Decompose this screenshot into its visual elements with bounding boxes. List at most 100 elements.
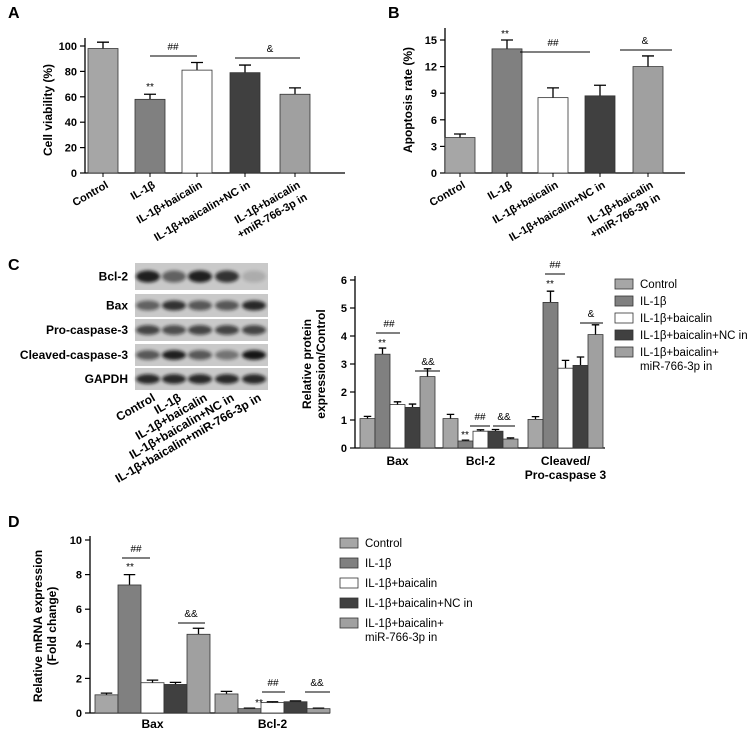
- annotation: &&: [421, 357, 435, 368]
- error-bar: [642, 55, 654, 67]
- blot-band: [188, 300, 212, 311]
- protein-label: Bcl-2: [99, 270, 129, 284]
- protein-label: GAPDH: [85, 372, 128, 386]
- legend-label: IL-1β+baicalin+NC in: [365, 598, 473, 610]
- error-bar: [446, 413, 455, 419]
- annotation: ##: [267, 678, 279, 689]
- annotation: **: [378, 338, 386, 349]
- y-tick-label: 10: [70, 535, 82, 547]
- error-bar: [289, 87, 301, 95]
- blot-band: [136, 270, 160, 283]
- annotation: &: [267, 44, 274, 55]
- bar: [632, 66, 664, 174]
- annotation: **: [126, 562, 134, 573]
- error-bar: [220, 690, 233, 694]
- bar: [527, 419, 544, 449]
- y-tick-label: 8: [76, 570, 82, 582]
- x-tick-label: Bcl-2: [258, 717, 288, 731]
- y-tick-label: 100: [59, 41, 77, 53]
- blot-band: [215, 374, 239, 384]
- annotation: **: [501, 29, 509, 40]
- blot-band: [242, 300, 266, 311]
- error-bar: [423, 368, 432, 377]
- legend-label: IL-1β+baicalin: [365, 578, 437, 590]
- western-blot: C Bcl-2 Bax Pro-caspase-3 Cleaved-caspase-3 G…: [8, 257, 268, 486]
- annotation: **: [146, 82, 154, 93]
- blot-band: [136, 300, 160, 311]
- bar: [181, 69, 213, 174]
- y-axis-label: Relative mRNA expression(Fold change): [31, 550, 59, 702]
- bar: [587, 334, 604, 449]
- blot-band: [188, 325, 212, 335]
- annotation: ##: [474, 412, 486, 423]
- bar: [444, 137, 476, 174]
- bar: [186, 633, 211, 714]
- y-tick-label: 6: [341, 275, 347, 287]
- bar: [163, 684, 188, 714]
- blot-band: [242, 350, 266, 360]
- error-bar: [591, 324, 600, 335]
- error-bar: [408, 403, 417, 408]
- y-tick-label: 0: [431, 168, 437, 180]
- y-tick-label: 1: [341, 415, 347, 427]
- y-tick-label: 12: [425, 62, 437, 74]
- bar: [457, 440, 474, 449]
- y-axis-label: Apoptosis rate (%): [401, 47, 415, 153]
- x-tick-label: Bax: [386, 454, 408, 468]
- bar: [94, 694, 119, 714]
- bar: [557, 367, 574, 449]
- y-tick-label: 9: [431, 88, 437, 100]
- y-tick-label: 2: [341, 387, 347, 399]
- legend-label: Control: [365, 538, 402, 550]
- legend-label: IL-1β: [365, 558, 392, 570]
- bar: [502, 438, 519, 449]
- bar: [572, 364, 589, 449]
- x-tick-label: Control: [428, 179, 468, 209]
- protein-label: Bax: [106, 299, 128, 313]
- legend-label: IL-1β+baicalin+ miR-766-3p in: [640, 347, 719, 373]
- legend-swatch: [339, 577, 359, 589]
- annotation: &: [642, 36, 649, 47]
- bar: [487, 430, 504, 449]
- annotation: **: [461, 430, 469, 441]
- error-bar: [378, 347, 387, 355]
- error-bar: [561, 359, 570, 369]
- blot-band: [215, 300, 239, 311]
- y-tick-label: 80: [65, 66, 77, 78]
- bar: [87, 48, 119, 174]
- error-bar: [97, 41, 109, 49]
- blot-band: [188, 374, 212, 384]
- x-tick-label: IL-1β: [486, 179, 515, 203]
- legend-swatch: [339, 617, 359, 629]
- blot-band: [242, 325, 266, 335]
- legend-swatch: [614, 278, 634, 290]
- blot-band: [215, 350, 239, 360]
- blot-band: [188, 350, 212, 360]
- protein-label: Pro-caspase-3: [46, 323, 128, 337]
- blot-band: [162, 300, 186, 311]
- blot-band: [242, 270, 266, 283]
- error-bar: [146, 679, 159, 683]
- blot-band: [136, 325, 160, 335]
- y-tick-label: 15: [425, 35, 437, 47]
- y-tick-label: 3: [431, 141, 437, 153]
- error-bar: [594, 84, 606, 96]
- y-axis-label: Cell viability (%): [41, 64, 55, 156]
- error-bar: [531, 415, 540, 420]
- y-tick-label: 0: [341, 443, 347, 455]
- y-tick-label: 6: [76, 604, 82, 616]
- legend-swatch: [339, 537, 359, 549]
- annotation: ##: [547, 38, 559, 49]
- blot-band: [242, 374, 266, 384]
- annotation: ##: [549, 260, 561, 271]
- legend-swatch: [614, 346, 634, 358]
- bar: [442, 418, 459, 449]
- x-tick-label: Control: [71, 179, 111, 209]
- error-bar: [123, 573, 136, 585]
- annotation: &&: [497, 412, 511, 423]
- annotation: ##: [167, 42, 179, 53]
- blot-band: [136, 374, 160, 384]
- bar: [134, 98, 166, 174]
